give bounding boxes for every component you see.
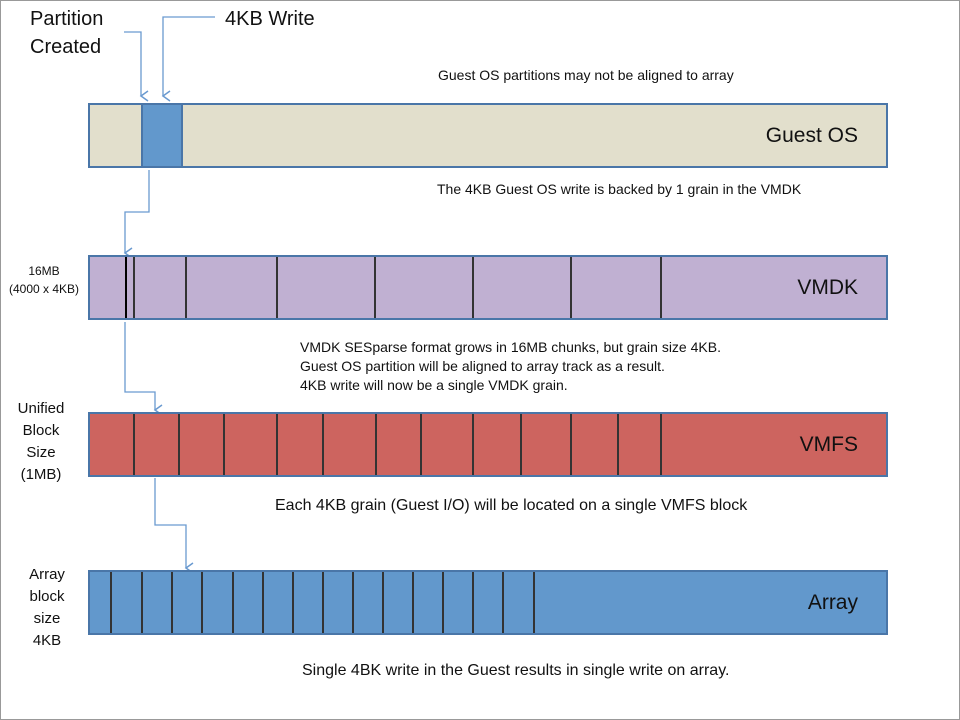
vmdk-note: VMDK SESparse format grows in 16MB chunk… xyxy=(300,338,721,395)
write-block xyxy=(141,105,183,166)
block-divider xyxy=(292,572,294,633)
block-divider xyxy=(125,257,127,318)
block-divider xyxy=(420,414,422,475)
guest-os-bar: Guest OS xyxy=(88,103,888,168)
block-divider xyxy=(374,257,376,318)
array-bar: Array xyxy=(88,570,888,635)
write-4kb-label: 4KB Write xyxy=(225,8,315,30)
block-divider xyxy=(201,572,203,633)
block-divider xyxy=(570,257,572,318)
vmdk-note-line: 4KB write will now be a single VMDK grai… xyxy=(300,377,568,393)
block-divider xyxy=(276,257,278,318)
vmfs-side-line: Unified xyxy=(17,400,65,417)
partition-arrow xyxy=(124,31,149,102)
array-side-line: 4KB xyxy=(32,632,62,649)
vmdk-side-line: (4000 x 4KB) xyxy=(8,282,80,296)
write-arrow xyxy=(161,16,215,102)
block-divider xyxy=(382,572,384,633)
array-side-line: size xyxy=(33,610,61,627)
partition-created-label-2: Created xyxy=(30,36,102,58)
block-divider xyxy=(412,572,414,633)
vmdk-label: VMDK xyxy=(797,275,858,299)
block-divider xyxy=(660,257,662,318)
guest-to-vmdk-arrow xyxy=(123,170,150,259)
block-divider xyxy=(617,414,619,475)
block-divider xyxy=(262,572,264,633)
vmfs-side-line: Size xyxy=(26,444,56,461)
guest-top-note: Guest OS partitions may not be aligned t… xyxy=(438,67,734,83)
array-note: Single 4BK write in the Guest results in… xyxy=(302,662,730,679)
vmfs-note: Each 4KB grain (Guest I/O) will be locat… xyxy=(275,497,748,514)
block-divider xyxy=(520,414,522,475)
vmfs-side-line: Block xyxy=(22,422,60,439)
partition-created-label: Partition xyxy=(30,8,104,30)
block-divider xyxy=(660,414,662,475)
block-divider xyxy=(133,257,135,318)
vmfs-to-array-arrow xyxy=(154,478,194,574)
vmdk-side-line: 16MB xyxy=(28,264,60,278)
block-divider xyxy=(472,414,474,475)
block-divider xyxy=(570,414,572,475)
block-divider xyxy=(322,414,324,475)
vmfs-bar: VMFS xyxy=(88,412,888,477)
vmdk-note-line: Guest OS partition will be aligned to ar… xyxy=(300,358,665,374)
array-label: Array xyxy=(807,590,858,614)
guest-bottom-note: The 4KB Guest OS write is backed by 1 gr… xyxy=(437,181,802,197)
block-divider xyxy=(472,572,474,633)
block-divider xyxy=(133,414,135,475)
block-divider xyxy=(533,572,535,633)
block-divider xyxy=(223,414,225,475)
block-divider xyxy=(141,572,143,633)
block-divider xyxy=(232,572,234,633)
block-divider xyxy=(442,572,444,633)
block-divider xyxy=(322,572,324,633)
array-side-label: Array block size 4KB xyxy=(12,564,82,652)
block-divider xyxy=(472,257,474,318)
block-divider xyxy=(502,572,504,633)
vmdk-side-label: 16MB (4000 x 4KB) xyxy=(2,262,86,298)
block-divider xyxy=(171,572,173,633)
block-divider xyxy=(185,257,187,318)
vmfs-label: VMFS xyxy=(799,432,858,456)
vmfs-side-label: Unified Block Size (1MB) xyxy=(6,398,76,486)
block-divider xyxy=(352,572,354,633)
array-side-line: block xyxy=(29,588,65,605)
vmdk-note-line: VMDK SESparse format grows in 16MB chunk… xyxy=(300,339,721,355)
vmfs-side-line: (1MB) xyxy=(20,466,62,483)
block-divider xyxy=(375,414,377,475)
block-divider xyxy=(178,414,180,475)
array-side-line: Array xyxy=(29,566,65,583)
guest-os-label: Guest OS xyxy=(765,123,858,147)
vmdk-to-vmfs-arrow xyxy=(124,322,163,416)
vmdk-bar: VMDK xyxy=(88,255,888,320)
block-divider xyxy=(276,414,278,475)
block-divider xyxy=(110,572,112,633)
